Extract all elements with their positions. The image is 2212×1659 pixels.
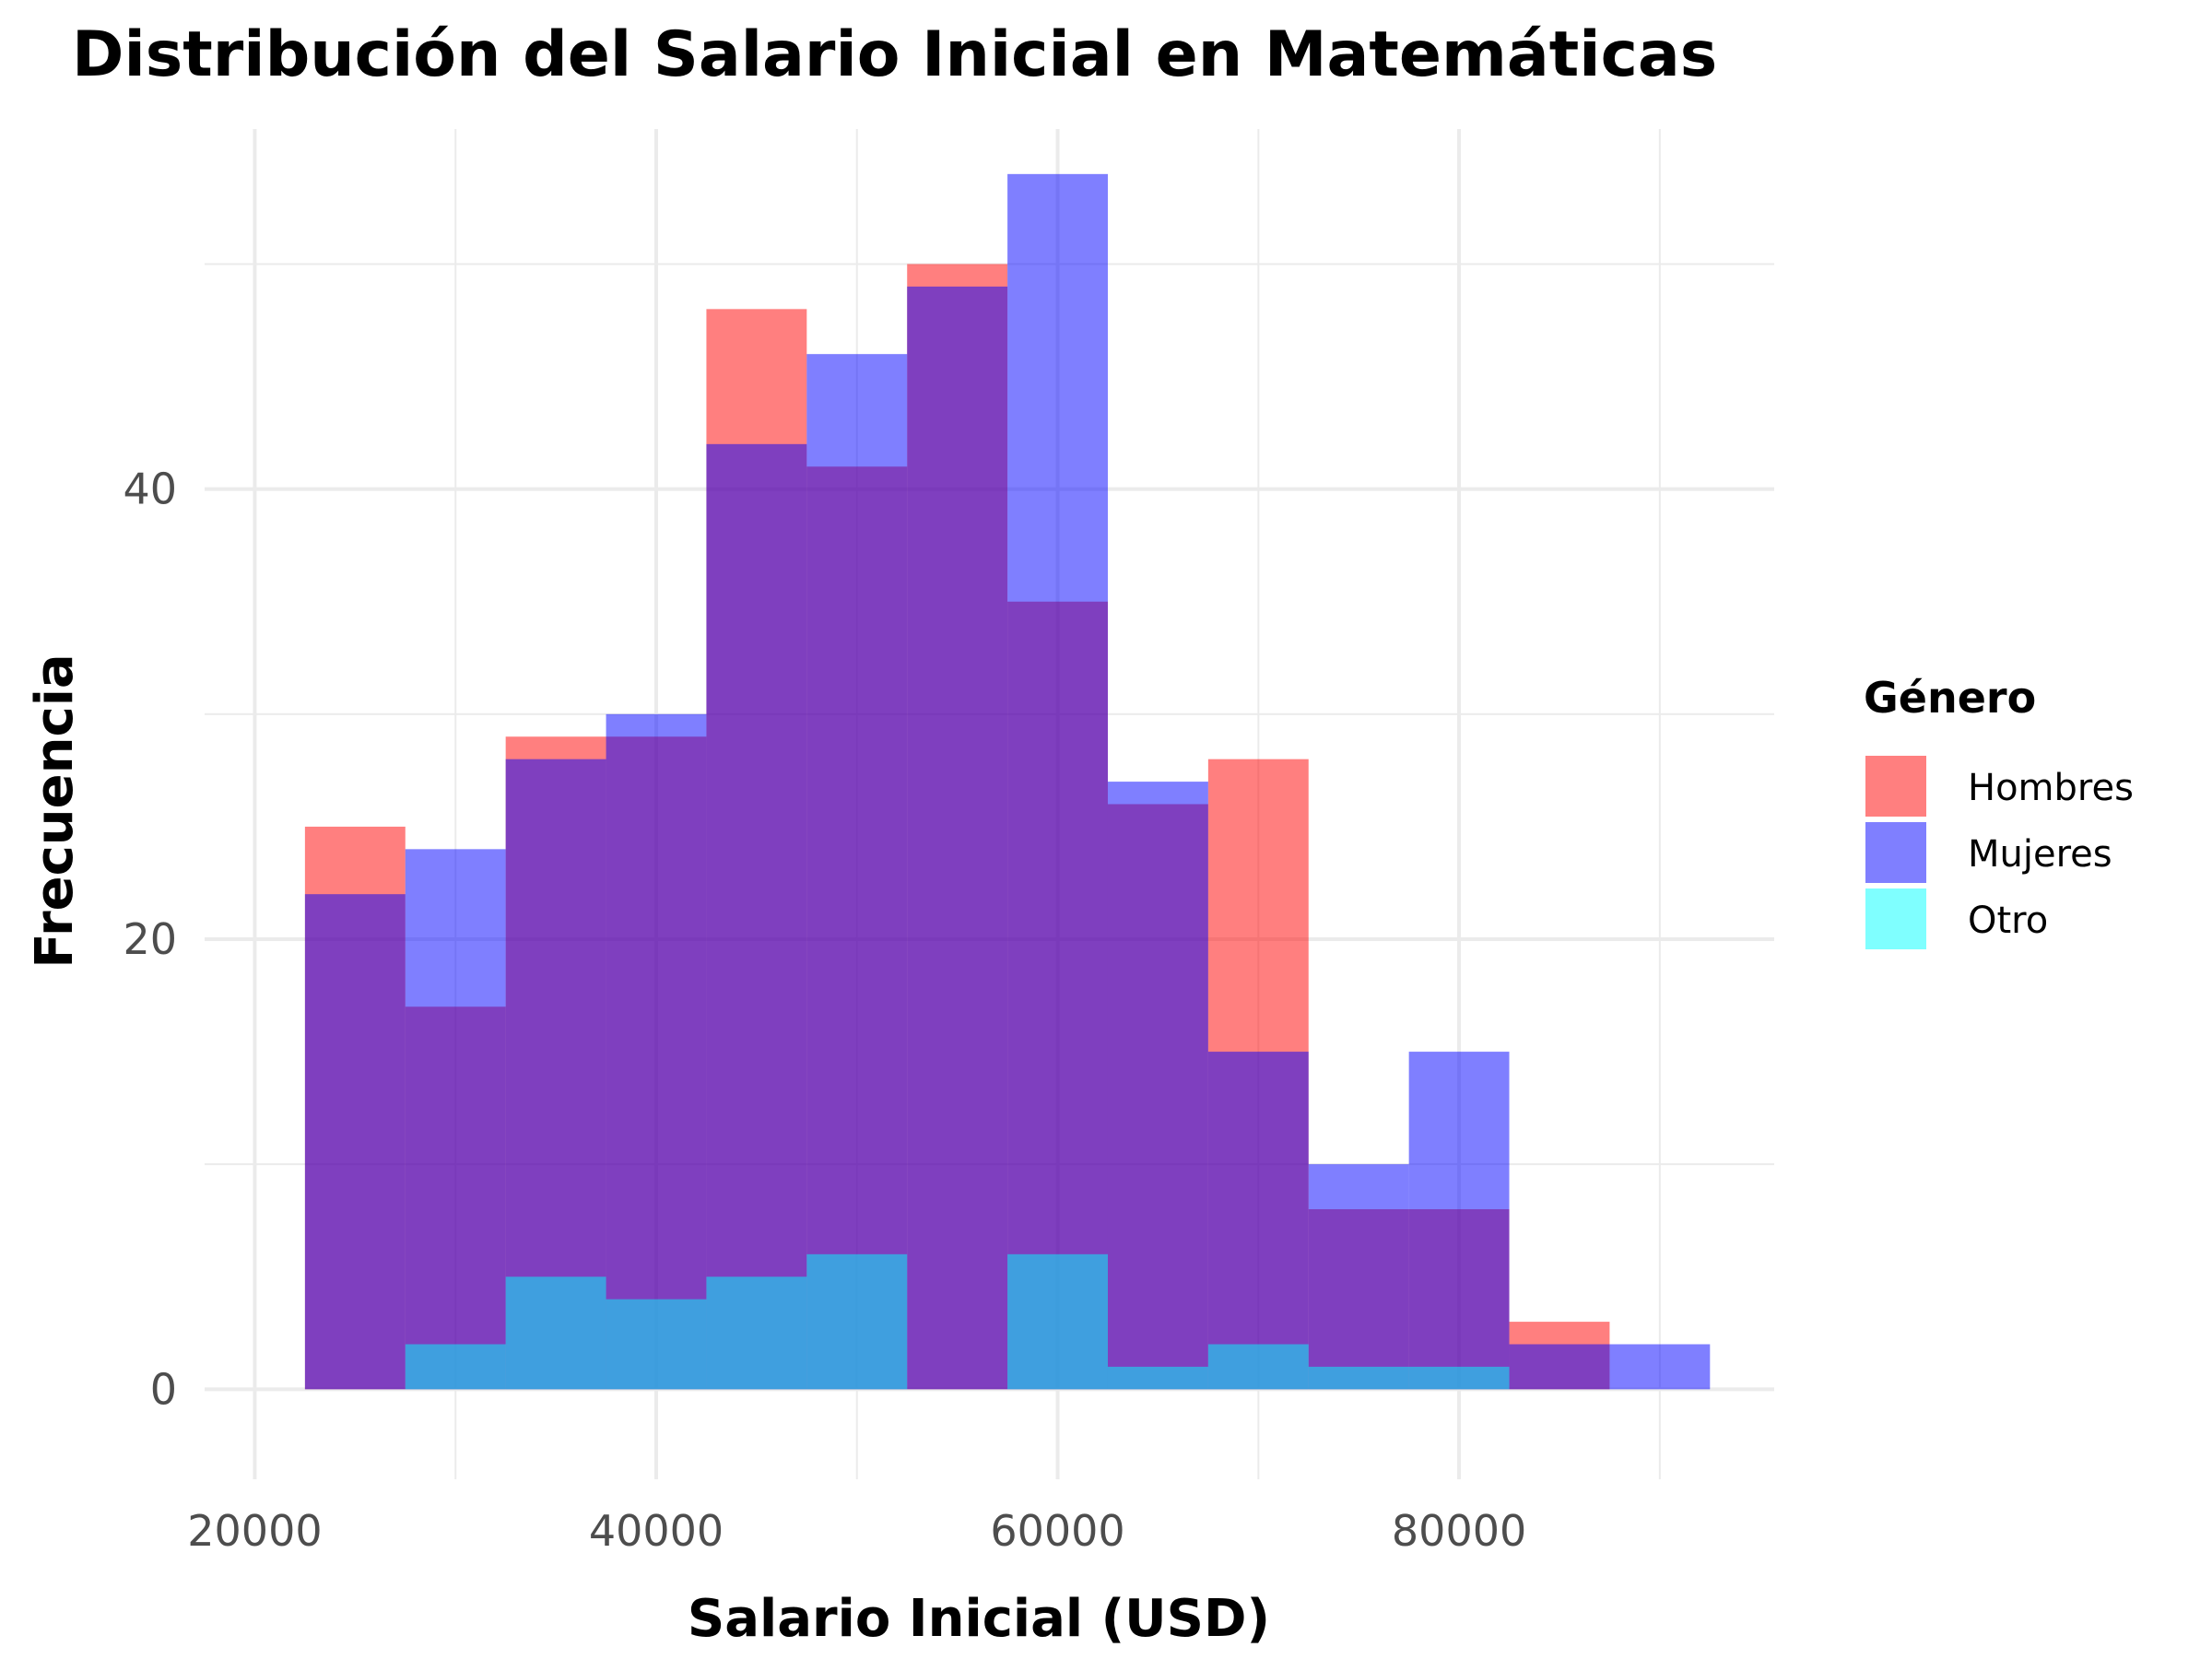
bar-mujeres xyxy=(606,713,707,1390)
bar-mujeres xyxy=(706,443,807,1390)
bar-mujeres xyxy=(1207,1052,1309,1390)
bar-otro xyxy=(505,1277,606,1390)
legend-swatch xyxy=(1865,756,1926,817)
x-tick-label: 80000 xyxy=(1392,1506,1526,1556)
bar-otro xyxy=(1007,1253,1108,1390)
legend: Género Hombres Mujeres Otro xyxy=(1864,673,2134,949)
legend-item-hombres: Hombres xyxy=(1865,756,2134,817)
x-tick-label: 60000 xyxy=(990,1506,1124,1556)
bar-otro xyxy=(1207,1344,1309,1390)
x-axis-tick-labels: 20000 40000 60000 80000 xyxy=(187,1506,1526,1556)
bar-mujeres xyxy=(1408,1052,1510,1390)
bar-mujeres xyxy=(405,849,506,1390)
legend-label: Hombres xyxy=(1968,767,2134,809)
histogram-bars xyxy=(304,173,1711,1390)
legend-label: Mujeres xyxy=(1968,833,2112,876)
y-tick-label: 40 xyxy=(123,465,177,514)
bar-otro xyxy=(1408,1366,1510,1390)
bar-otro xyxy=(606,1299,707,1390)
bar-otro xyxy=(1308,1366,1409,1390)
legend-item-otro: Otro xyxy=(1865,888,2048,949)
bar-mujeres xyxy=(1107,782,1208,1390)
x-tick-label: 40000 xyxy=(589,1506,724,1556)
bar-mujeres xyxy=(1509,1344,1610,1390)
y-axis-title: Frecuencia xyxy=(25,653,85,968)
bar-mujeres xyxy=(1609,1344,1711,1390)
bar-otro xyxy=(806,1253,908,1390)
bar-mujeres xyxy=(1007,173,1108,1390)
bar-mujeres xyxy=(806,354,908,1390)
series-mujeres xyxy=(304,173,1711,1390)
chart-title: Distribución del Salario Inicial en Mate… xyxy=(72,18,1717,91)
bar-otro xyxy=(405,1344,506,1390)
bar-otro xyxy=(1107,1366,1208,1390)
y-tick-label: 20 xyxy=(123,914,177,964)
y-tick-label: 0 xyxy=(150,1364,177,1414)
x-tick-label: 20000 xyxy=(187,1506,322,1556)
legend-swatch xyxy=(1865,822,1926,883)
bar-mujeres xyxy=(1308,1164,1409,1390)
bar-mujeres xyxy=(304,894,406,1390)
bar-mujeres xyxy=(907,286,1008,1390)
legend-title: Género xyxy=(1864,673,2036,723)
series-otro xyxy=(405,1253,1510,1390)
x-axis-title: Salario Inicial (USD) xyxy=(688,1589,1270,1649)
legend-swatch xyxy=(1865,888,1926,949)
legend-label: Otro xyxy=(1968,900,2048,942)
legend-item-mujeres: Mujeres xyxy=(1865,822,2112,883)
y-axis-tick-labels: 0 20 40 xyxy=(123,465,177,1415)
bar-otro xyxy=(706,1277,807,1390)
